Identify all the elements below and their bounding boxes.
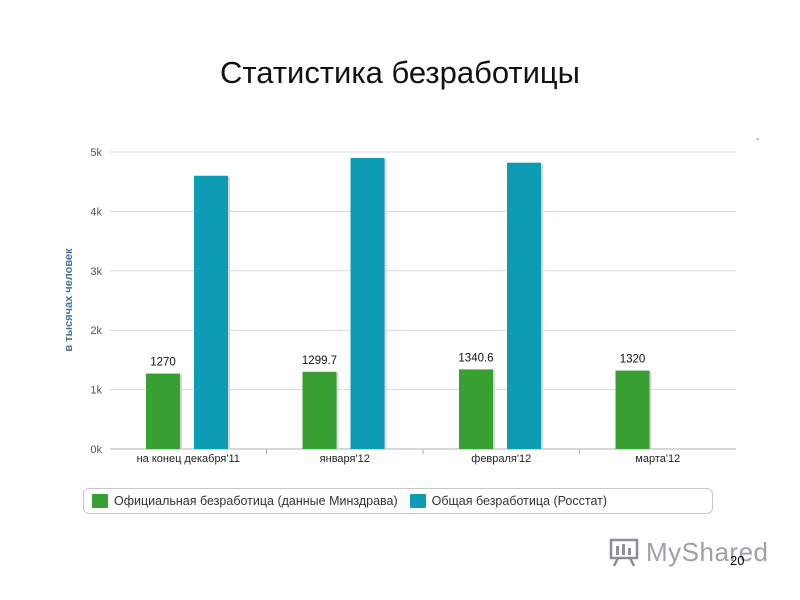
page-number: 20 [730, 553, 745, 568]
legend-swatch-official [92, 494, 108, 508]
legend-swatch-general [409, 494, 426, 508]
x-tick-label: января'12 [320, 453, 370, 465]
data-label-official: 1340.6 [458, 352, 493, 364]
chart-legend: Официальная безработица (данные Минздрав… [83, 488, 713, 514]
y-tick-label: 1k [90, 385, 102, 397]
y-tick-label: 3k [90, 266, 102, 278]
legend-item-general[interactable]: Общая безработица (Росстат) [409, 494, 608, 508]
bar-official [302, 371, 337, 449]
y-axis-label: в тысячах человек [63, 248, 75, 352]
x-tick-label: на конец декабря'11 [137, 453, 240, 465]
legend-label-official: Официальная безработица (данные Минздрав… [114, 494, 398, 508]
x-tick-label: февраля'12 [471, 453, 531, 465]
legend-item-official[interactable]: Официальная безработица (данные Минздрав… [92, 494, 398, 508]
bar-general [350, 157, 385, 449]
presentation-board-icon [609, 538, 639, 567]
corner-mark: - [756, 134, 760, 145]
data-label-official: 1320 [620, 354, 646, 366]
legend-label-general: Общая безработица (Росстат) [431, 494, 608, 508]
bar-official [615, 370, 650, 449]
y-tick-label: 5k [90, 147, 102, 159]
bar-official [146, 373, 180, 449]
bar-general [507, 162, 541, 449]
data-label-official: 1299.7 [302, 355, 337, 367]
data-label-official: 1270 [150, 357, 176, 369]
y-tick-label: 0k [90, 444, 102, 456]
x-tick-label: марта'12 [635, 453, 680, 465]
slide-title: Статистика безработицы [220, 55, 580, 90]
bar-official [459, 369, 493, 449]
y-tick-label: 2k [90, 325, 102, 337]
y-tick-label: 4k [90, 206, 102, 218]
bar-general [194, 175, 228, 449]
myshared-watermark: MyShared [608, 536, 769, 568]
watermark-text: MyShared [646, 536, 769, 567]
